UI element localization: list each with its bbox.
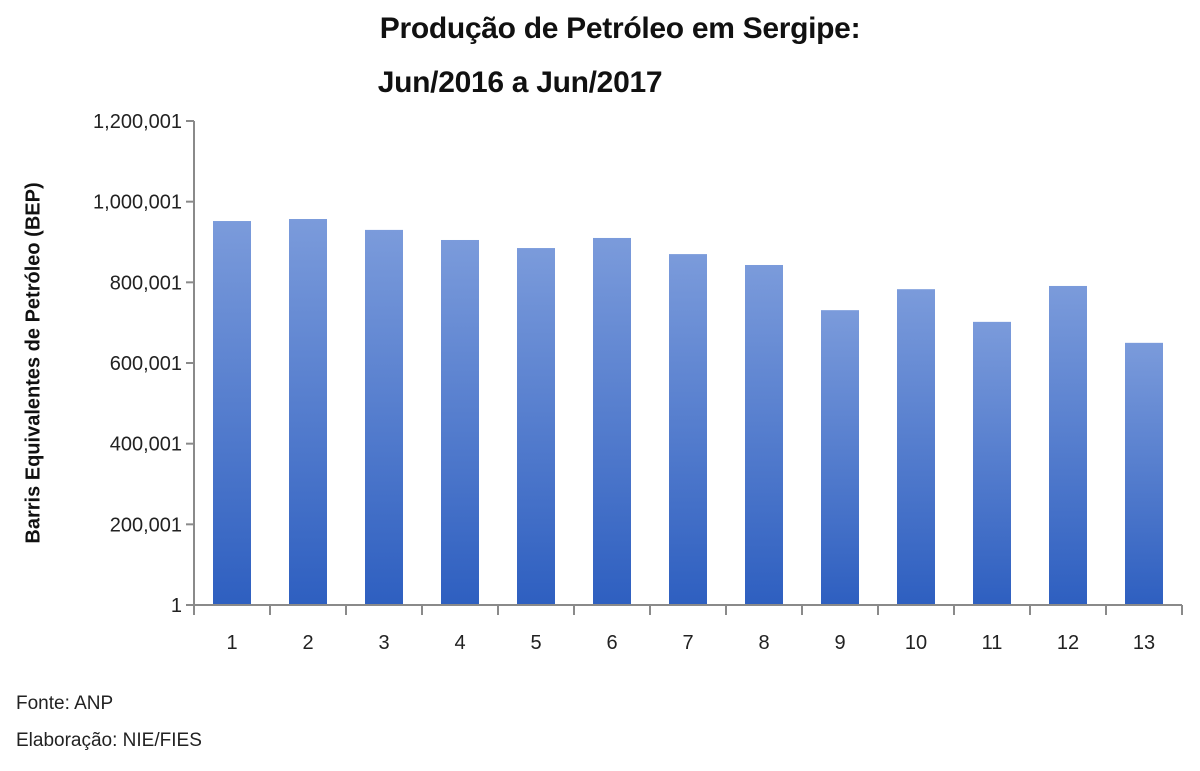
x-tick-label: 11 — [982, 632, 1003, 654]
x-tick-label: 5 — [530, 632, 541, 654]
bar-9 — [821, 310, 859, 605]
x-tick-label: 1 — [226, 632, 237, 654]
bar-12 — [1049, 285, 1087, 605]
elaboration-note: Elaboração: NIE/FIES — [16, 730, 202, 751]
x-tick-label: 2 — [302, 632, 313, 654]
x-tick-label: 6 — [606, 632, 617, 654]
bar-2 — [289, 219, 327, 605]
bar-1 — [213, 221, 251, 605]
axes-group: 1 200,001 400,001 600,001 800,001 1,000,001 1,… — [93, 111, 1183, 654]
x-tick-label: 7 — [682, 632, 693, 654]
bar-13 — [1125, 342, 1163, 605]
chart-subtitle: Jun/2016 a Jun/2017 — [377, 66, 663, 99]
bars-group — [213, 219, 1163, 606]
bar-8 — [745, 264, 783, 605]
y-tick-label: 1,200,001 — [93, 111, 182, 133]
y-tick-label: 1,000,001 — [93, 192, 182, 214]
x-tick-label: 9 — [834, 632, 845, 654]
x-tick-label: 3 — [378, 632, 389, 654]
bar-6 — [593, 237, 631, 605]
source-note: Fonte: ANP — [16, 693, 114, 714]
bar-7 — [669, 254, 707, 605]
y-tick-label: 1 — [171, 595, 182, 617]
x-tick-label: 10 — [905, 632, 927, 654]
y-tick-label: 800,001 — [110, 272, 182, 294]
y-tick-label: 200,001 — [110, 514, 182, 536]
bar-4 — [441, 239, 479, 605]
bar-5 — [517, 248, 555, 605]
y-tick-label: 400,001 — [110, 434, 182, 456]
bar-10 — [897, 289, 935, 605]
y-tick-label: 600,001 — [110, 353, 182, 375]
x-tick-label: 13 — [1133, 632, 1155, 654]
bar-chart: 1 200,001 400,001 600,001 800,001 1,000,001 1,… — [93, 111, 1183, 654]
bar-11 — [973, 321, 1011, 605]
x-tick-label: 8 — [758, 632, 769, 654]
bar-3 — [365, 229, 403, 606]
x-tick-label: 4 — [454, 632, 465, 654]
x-tick-label: 12 — [1057, 632, 1079, 654]
chart-title: Produção de Petróleo em Sergipe: — [379, 12, 861, 45]
